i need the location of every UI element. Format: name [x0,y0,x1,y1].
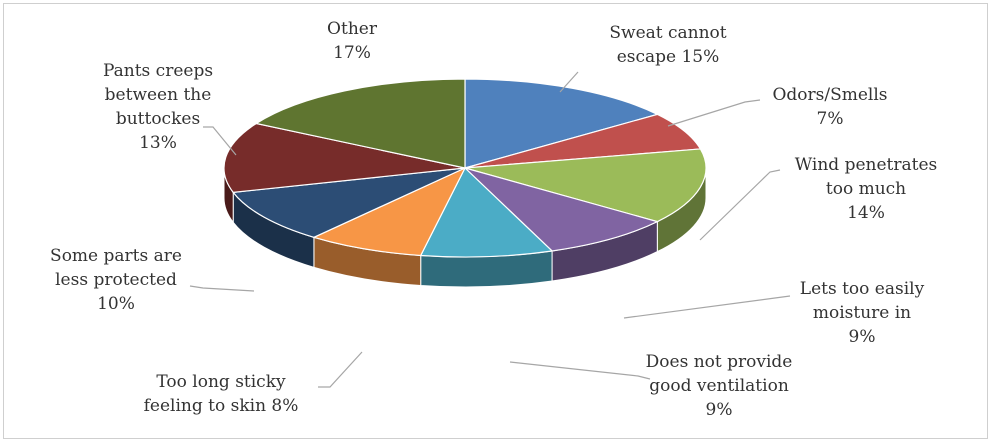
label-line-other-1: 17% [333,43,371,63]
label-line-moisture-1: moisture in [813,303,911,323]
leader-line-moisture [623,295,791,319]
label-sticky: Too long sticky feeling to skin 8% [144,372,299,416]
label-line-pants-1: between the [105,85,212,105]
label-line-odors-1: 7% [817,109,844,129]
label-line-odors-0: Odors/Smells [772,85,887,105]
leader-line-ventilation [509,361,651,380]
slice-ventilation [419,167,554,258]
label-line-ventilation-0: Does not provide [646,352,793,372]
label-moisture: Lets too easily moisture in 9% [800,279,925,347]
label-line-sweat-1: escape 15% [617,47,720,67]
label-sweat: Sweat cannot escape 15% [609,23,726,67]
slice-pants [223,122,466,193]
label-line-wind-0: Wind penetrates [795,155,938,175]
label-odors: Odors/Smells 7% [772,85,887,129]
label-line-sticky-1: feeling to skin 8% [144,396,299,416]
label-line-less-0: Some parts are [50,246,182,266]
leader-line-odors [667,99,761,127]
label-line-wind-1: too much [826,179,906,199]
label-wind: Wind penetrates too much 14% [795,155,938,223]
label-ventilation: Does not provide good ventilation 9% [646,352,793,420]
label-line-pants-2: buttockes [116,109,200,129]
label-line-pants-0: Pants creeps [103,61,213,81]
slice-sweat [464,78,660,169]
label-line-sticky-0: Too long sticky [156,372,286,392]
label-line-ventilation-1: good ventilation [649,376,789,396]
slice-odors [464,113,702,169]
leader-line-wind [699,169,781,241]
label-line-moisture-0: Lets too easily [800,279,925,299]
slice-other [254,78,466,169]
leader-line-sweat [559,71,579,93]
label-line-moisture-2: 9% [849,327,876,347]
label-less: Some parts are less protected 10% [50,246,182,314]
label-line-wind-2: 14% [847,203,885,223]
label-line-sweat-0: Sweat cannot [609,23,726,43]
leader-line-sticky [318,351,363,388]
label-line-less-2: 10% [97,294,135,314]
leader-line-less [189,285,255,292]
slice-labels: Sweat cannot escape 15% Odors/Smells 7% Wind… [50,19,937,420]
slice-wind [464,148,707,223]
label-pants: Pants creeps between the buttockes 13% [103,61,213,153]
leader-line-pants [203,126,237,156]
label-line-less-1: less protected [55,270,177,290]
slice-less [232,167,466,238]
slice-moisture [464,167,660,252]
label-other: Other 17% [327,19,378,63]
label-line-pants-3: 13% [139,133,177,153]
slice-sticky [312,166,467,257]
label-line-other-0: Other [327,19,378,39]
label-line-ventilation-2: 9% [706,400,733,420]
pie-tops [223,78,707,258]
leader-lines [189,71,791,388]
